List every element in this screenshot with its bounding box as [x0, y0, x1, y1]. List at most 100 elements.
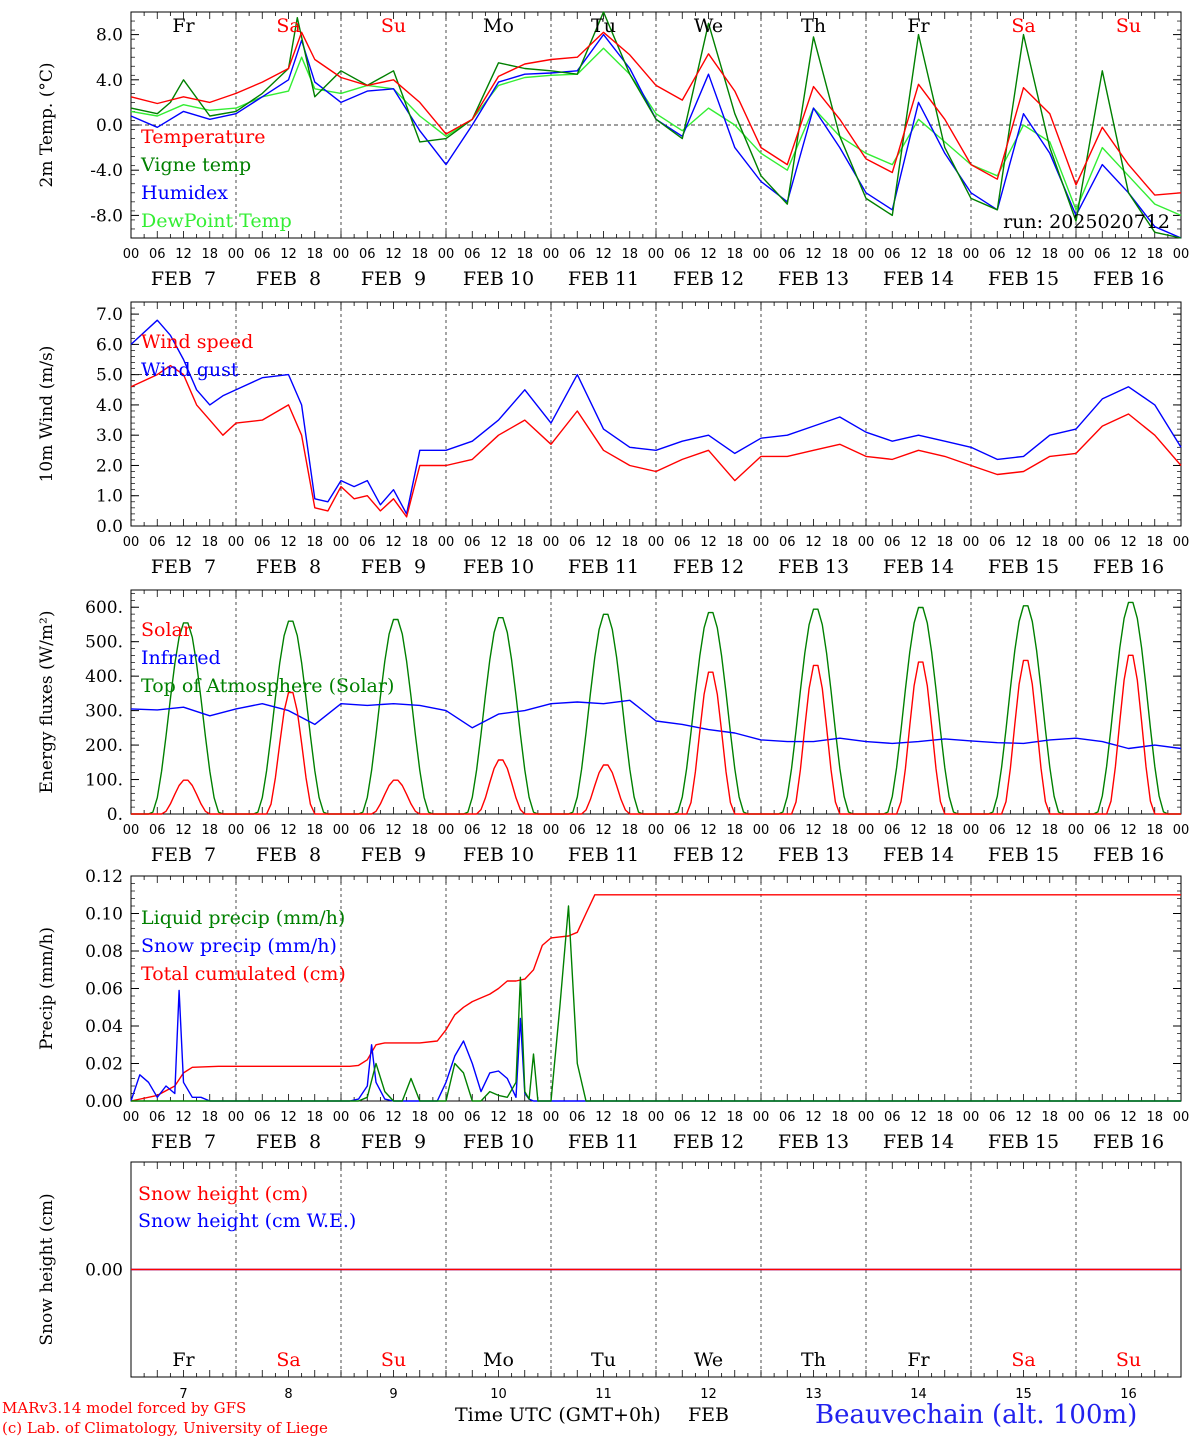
hour-tick-label: 00: [648, 1110, 665, 1125]
legend-entry: Humidex: [141, 182, 228, 204]
hour-tick-label: 06: [149, 535, 166, 550]
hour-tick-label: 06: [464, 535, 481, 550]
weekday-label: Fr: [907, 15, 930, 37]
hour-tick-label: 18: [621, 1110, 638, 1125]
hour-tick-label: 06: [779, 247, 796, 262]
series-line-snow-precip-mm-h-: [130, 989, 1181, 1102]
hour-tick-label: 00: [333, 247, 350, 262]
date-label: FEB 16: [1093, 844, 1164, 866]
hour-tick-label: 00: [333, 535, 350, 550]
hour-tick-label: 00: [753, 1110, 770, 1125]
hour-tick-label: 00: [858, 823, 875, 838]
date-label: FEB 8: [256, 556, 321, 578]
hour-tick-label: 06: [149, 1110, 166, 1125]
y-tick-label: 7.0: [96, 305, 123, 325]
hour-tick-label: 00: [438, 823, 455, 838]
weekday-label: We: [694, 1349, 723, 1371]
hour-tick-label: 18: [201, 247, 218, 262]
weekday-label: Tu: [591, 1349, 616, 1371]
y-axis-label: 2m Temp. (°C): [37, 62, 57, 187]
hour-tick-label: 06: [779, 823, 796, 838]
hour-tick-label: 06: [464, 823, 481, 838]
weekday-label: Su: [381, 15, 406, 37]
hour-tick-label: 18: [1041, 247, 1058, 262]
hour-tick-label: 00: [123, 535, 140, 550]
date-label: FEB 12: [673, 268, 744, 290]
hour-tick-label: 12: [1015, 1110, 1032, 1125]
hour-tick-label: 00: [753, 247, 770, 262]
legend-entry: Solar: [141, 619, 193, 641]
hour-tick-label: 18: [411, 823, 428, 838]
hour-tick-label: 06: [569, 823, 586, 838]
hour-tick-label: 06: [254, 247, 271, 262]
hour-tick-label: 12: [175, 823, 192, 838]
hour-tick-label: 00: [1068, 535, 1085, 550]
hour-tick-label: 18: [831, 1110, 848, 1125]
station-name: Beauvechain (alt. 100m): [815, 1400, 1138, 1430]
hour-tick-label: 18: [306, 247, 323, 262]
hour-tick-label: 18: [516, 535, 533, 550]
y-tick-label: 1.0: [96, 487, 123, 507]
hour-tick-label: 18: [201, 1110, 218, 1125]
legend-entry: Snow height (cm): [138, 1183, 308, 1205]
legend-entry: Top of Atmosphere (Solar): [141, 675, 394, 697]
x-axis-title: Time UTC (GMT+0h): [455, 1404, 661, 1426]
date-label: FEB 13: [778, 268, 849, 290]
hour-tick-label: 12: [385, 823, 402, 838]
date-label: FEB 11: [568, 844, 639, 866]
hour-tick-label: 12: [385, 247, 402, 262]
hour-tick-label: 00: [543, 247, 560, 262]
day-number: 16: [1120, 1387, 1137, 1402]
hour-tick-label: 06: [989, 535, 1006, 550]
hour-tick-label: 00: [858, 247, 875, 262]
date-label: FEB 7: [151, 268, 216, 290]
hour-tick-label: 00: [123, 823, 140, 838]
hour-tick-label: 12: [700, 1110, 717, 1125]
y-tick-label: 0.10: [85, 905, 123, 925]
hour-tick-label: 06: [674, 247, 691, 262]
hour-tick-label: 18: [201, 535, 218, 550]
legend-entry: Vigne temp: [140, 154, 251, 176]
hour-tick-label: 18: [306, 535, 323, 550]
hour-tick-label: 00: [1173, 823, 1190, 838]
hour-tick-label: 18: [936, 247, 953, 262]
hour-tick-label: 18: [1041, 1110, 1058, 1125]
hour-tick-label: 12: [910, 823, 927, 838]
weekday-label: Sa: [276, 15, 300, 37]
hour-tick-label: 18: [726, 823, 743, 838]
hour-tick-label: 18: [936, 1110, 953, 1125]
series-line-total-cumulated-cm-: [130, 894, 1181, 1102]
hour-tick-label: 12: [1015, 247, 1032, 262]
date-label: FEB 7: [151, 844, 216, 866]
hour-tick-label: 18: [1041, 823, 1058, 838]
chart-panel-5: 0.00 Snow height (cm) Snow height (cm) Snow…: [37, 1161, 1182, 1402]
hour-tick-label: 00: [333, 1110, 350, 1125]
hour-tick-label: 00: [858, 535, 875, 550]
hour-tick-label: 06: [359, 247, 376, 262]
weekday-label: Su: [1116, 15, 1141, 37]
hour-tick-label: 18: [516, 1110, 533, 1125]
day-number: 9: [389, 1387, 397, 1402]
weekday-label: Fr: [172, 1349, 195, 1371]
hour-tick-label: 00: [1068, 247, 1085, 262]
hour-tick-label: 18: [621, 535, 638, 550]
y-tick-label: 400.: [85, 667, 123, 687]
hour-tick-label: 06: [464, 247, 481, 262]
hour-tick-label: 06: [884, 247, 901, 262]
date-label: FEB 16: [1093, 1131, 1164, 1153]
hour-tick-label: 12: [1015, 535, 1032, 550]
series-line-infrared: [130, 699, 1182, 750]
hour-tick-label: 12: [700, 247, 717, 262]
hour-tick-label: 00: [228, 823, 245, 838]
hour-tick-label: 12: [910, 1110, 927, 1125]
weekday-label: Mo: [483, 1349, 514, 1371]
chart-panel-3: 00 06 12 18 00 06 12 18 00 06 12 18 00 06 12 18 00 06 12 18…: [37, 589, 1190, 866]
date-label: FEB 14: [883, 1131, 954, 1153]
date-label: FEB 9: [361, 844, 426, 866]
hour-tick-label: 00: [123, 1110, 140, 1125]
hour-tick-label: 18: [1041, 535, 1058, 550]
day-number: 10: [490, 1387, 507, 1402]
hour-tick-label: 12: [700, 535, 717, 550]
day-number: 11: [595, 1387, 612, 1402]
hour-tick-label: 06: [569, 247, 586, 262]
